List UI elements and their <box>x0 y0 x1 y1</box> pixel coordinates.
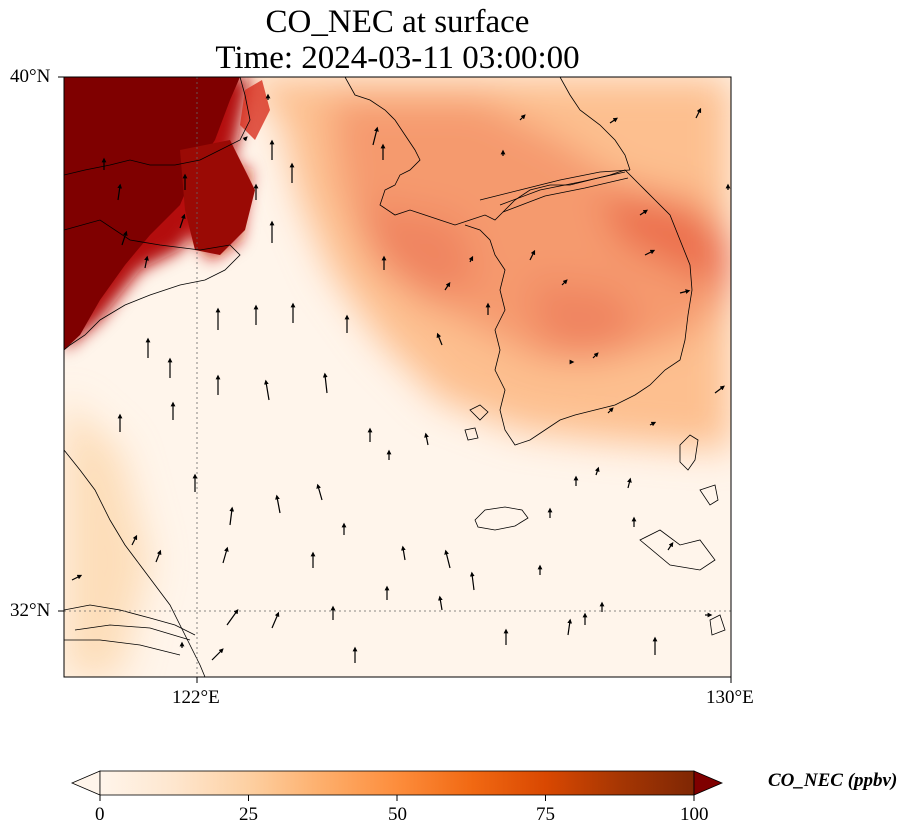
map-title: CO_NEC at surface <box>265 4 530 40</box>
wind-arrow <box>264 379 270 401</box>
wind-arrow <box>242 136 248 142</box>
wind-arrow <box>561 279 568 286</box>
map-subtitle-time: Time: 2024-03-11 03:00:00 <box>215 40 580 76</box>
wind-arrow <box>444 549 451 569</box>
wind-arrow <box>211 648 224 661</box>
wind-arrow <box>627 477 632 489</box>
axis-ticks <box>58 76 732 683</box>
x-tick-label-130e: 130°E <box>706 687 754 708</box>
wind-arrow <box>609 117 618 124</box>
concentration-field <box>64 77 731 677</box>
wind-arrow <box>131 534 138 546</box>
wind-arrow <box>117 183 123 201</box>
wind-arrow <box>71 574 83 581</box>
wind-arrow <box>607 407 614 414</box>
colorbar-tick-75: 75 <box>536 804 555 825</box>
wind-arrow <box>424 432 429 446</box>
wind-arrow <box>179 213 186 229</box>
wind-arrow <box>226 609 239 626</box>
wind-arrow <box>469 571 475 591</box>
wind-arrow <box>649 421 657 427</box>
wind-arrow <box>644 249 656 256</box>
wind-arrow <box>401 545 406 561</box>
colorbar-tick-25: 25 <box>239 804 258 825</box>
wind-arrow <box>121 230 128 246</box>
wind-arrow <box>271 611 280 629</box>
wind-arrow <box>594 466 600 476</box>
wind-arrow <box>316 483 323 501</box>
wind-arrow <box>144 255 149 269</box>
gridlines <box>64 77 731 677</box>
wind-arrow <box>444 282 451 291</box>
wind-arrow <box>372 126 379 146</box>
wind-arrow <box>222 546 229 564</box>
wind-arrow <box>679 289 691 294</box>
wind-arrow <box>529 249 536 261</box>
map-frame <box>63 76 732 678</box>
y-tick-label-32n: 32°N <box>10 600 51 621</box>
wind-arrow <box>275 494 281 514</box>
wind-arrow <box>438 595 443 611</box>
wind-vectors <box>71 93 731 663</box>
wind-arrow <box>567 618 573 636</box>
colorbar-label: CO_NEC (ppbv) <box>768 770 898 791</box>
y-tick-label-40n: 40°N <box>10 66 51 87</box>
wind-arrow <box>714 385 725 394</box>
colorbar-tick-0: 0 <box>95 804 105 825</box>
wind-arrow <box>229 506 235 526</box>
wind-arrow <box>592 352 599 359</box>
wind-arrow <box>322 372 328 394</box>
wind-arrow <box>639 209 648 216</box>
colorbar-tick-50: 50 <box>388 804 407 825</box>
wind-arrow <box>436 332 443 346</box>
wind-arrow <box>468 255 474 263</box>
coastlines <box>64 77 726 677</box>
wind-arrow <box>695 107 702 119</box>
colorbar <box>70 770 724 801</box>
colorbar-tick-100: 100 <box>680 804 709 825</box>
wind-arrow <box>519 114 526 121</box>
wind-arrow <box>667 542 674 551</box>
wind-arrow <box>155 549 162 563</box>
x-tick-label-122e: 122°E <box>172 687 220 708</box>
